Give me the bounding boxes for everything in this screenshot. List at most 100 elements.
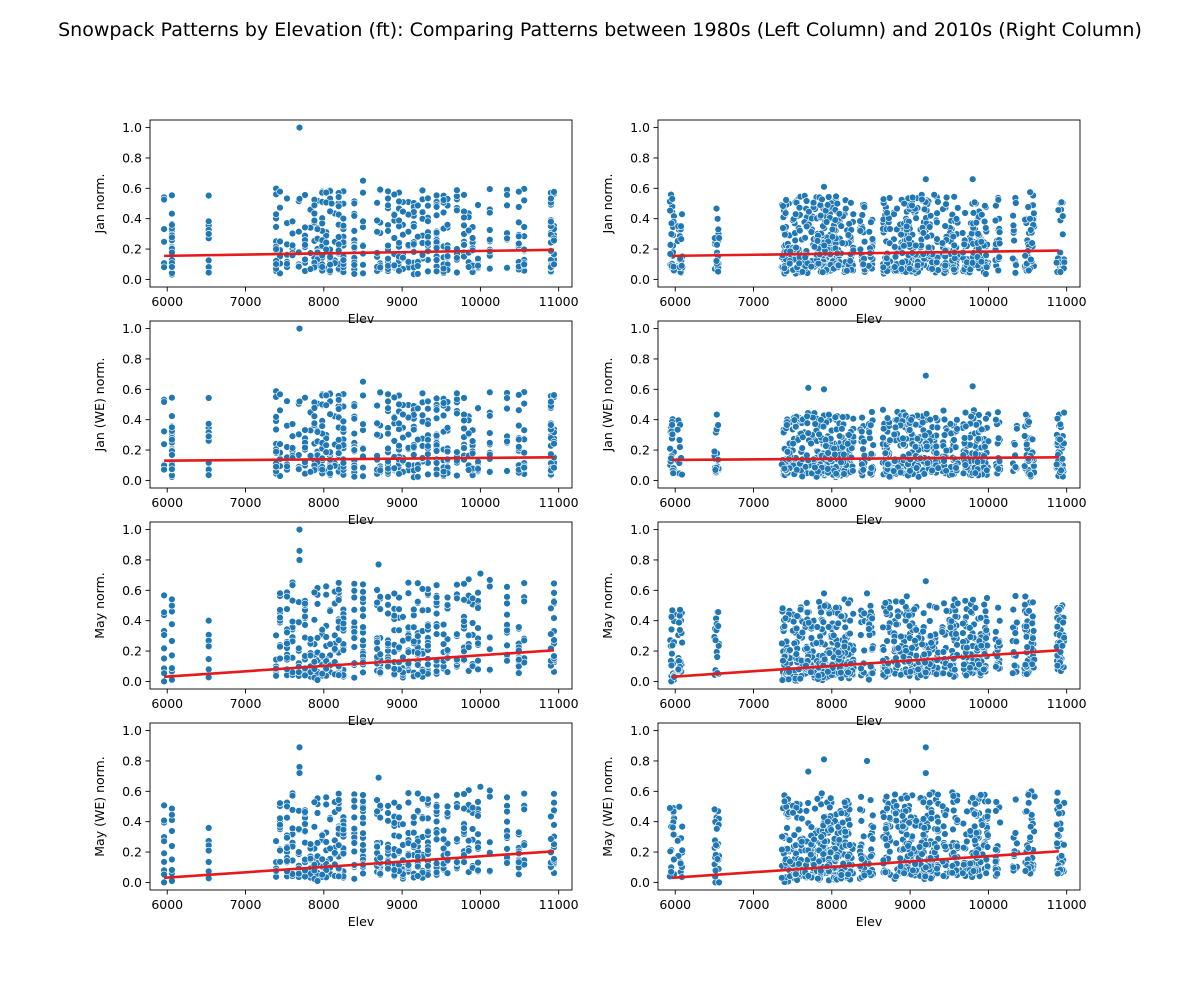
data-point [1053,414,1062,423]
data-point [995,253,1003,261]
data-point [1011,629,1019,637]
data-point [911,443,920,451]
data-point [675,436,684,444]
data-point [503,583,511,591]
data-point [205,268,213,277]
data-point [432,868,441,877]
data-point [867,450,876,458]
data-point [460,824,468,832]
data-point [844,231,853,239]
data-point [1021,252,1029,260]
data-point [313,809,322,817]
data-point [160,801,168,810]
data-point [926,617,934,625]
data-point [503,394,511,402]
data-point [376,263,384,272]
data-point [424,827,432,836]
data-point [395,813,403,822]
data-point [942,467,950,475]
data-point [939,406,948,415]
data-point [306,265,315,273]
data-point [893,204,901,213]
y-tick-label: 0.6 [630,583,650,598]
data-point [503,610,511,619]
x-tick-label: 11000 [1047,294,1087,309]
data-point [390,414,398,422]
data-point [318,263,326,271]
data-point [272,210,280,219]
data-point [335,193,343,201]
data-point [390,393,398,402]
data-point [318,626,326,634]
data-point [474,604,482,612]
data-point [335,449,343,457]
data-point [350,270,358,278]
data-point [410,623,418,631]
data-point [832,192,840,201]
y-tick-label: 0.0 [630,272,650,287]
data-point [399,820,407,828]
data-point [310,412,319,420]
data-point [983,594,991,602]
data-point [971,469,979,477]
data-point [350,803,358,811]
data-point [295,848,303,856]
x-tick-label: 6000 [151,495,183,510]
data-point [310,404,319,412]
data-point [889,467,898,475]
data-point [819,618,827,626]
data-point [326,267,334,275]
data-point [486,576,494,584]
data-point [843,267,851,275]
data-point [978,425,986,434]
data-point [950,436,958,444]
data-point [395,239,403,247]
data-point [373,586,381,594]
data-point [834,648,843,657]
data-point [384,465,392,473]
data-point [350,634,358,642]
data-point [928,265,936,273]
data-point [829,631,838,640]
data-point [322,800,330,809]
data-point [350,847,358,856]
data-point [868,235,877,243]
data-point [301,191,309,199]
data-point [547,398,555,406]
data-point [828,233,837,241]
data-point [974,435,983,443]
data-point [796,226,804,235]
data-point [932,442,940,451]
data-point [803,644,811,653]
data-point [885,473,894,481]
data-point [468,437,477,445]
data-point [515,232,523,241]
data-point [803,599,811,607]
data-point [205,616,213,625]
data-point [160,608,168,616]
data-point [424,194,432,203]
x-tick-label: 7000 [230,294,262,309]
data-point [1023,670,1031,678]
x-axis-label: Elev [856,512,883,527]
data-point [168,210,176,218]
data-point [834,261,843,270]
data-point [276,589,284,597]
data-point [339,214,348,223]
data-point [953,599,962,608]
data-point [322,448,330,456]
data-point [350,673,358,682]
data-point [318,219,326,228]
data-point [933,235,941,243]
data-point [801,463,810,471]
data-point [326,207,334,216]
data-point [781,231,789,239]
data-point [520,196,528,205]
data-point [486,645,494,653]
y-tick-label: 0.4 [630,412,650,427]
data-point [424,420,432,428]
data-point [1057,466,1065,474]
data-point [883,414,892,422]
data-point [520,223,528,231]
